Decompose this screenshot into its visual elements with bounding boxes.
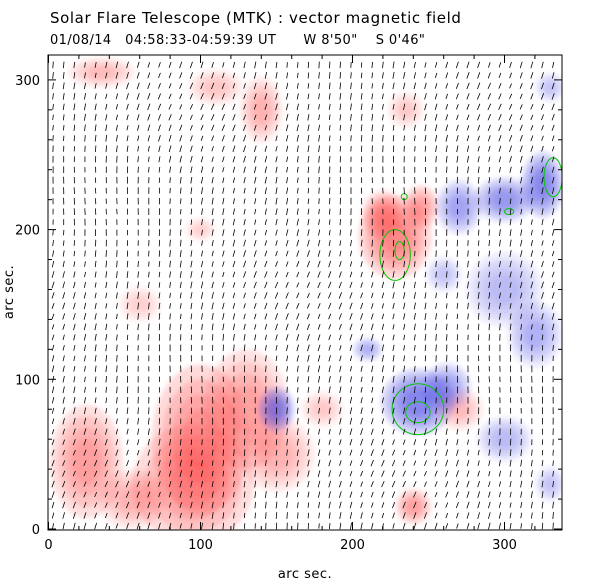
contour-line	[405, 401, 431, 424]
positive-polarity-region	[406, 499, 421, 514]
x-tick-label: 200	[340, 538, 365, 553]
positive-polarity-region	[71, 438, 102, 485]
positive-polarity-region	[229, 385, 264, 434]
contour-line	[379, 229, 411, 281]
x-tick-label: 100	[188, 538, 213, 553]
axis-ticks: 0 100 200 300 0 100 200 300	[15, 55, 562, 553]
positive-polarity-region	[374, 205, 392, 225]
positive-polarity-region	[398, 102, 414, 118]
y-axis-label: arc sec.	[2, 265, 17, 319]
negative-polarity-region	[489, 274, 520, 305]
positive-polarity-region	[252, 96, 270, 124]
chart-title: Solar Flare Telescope (MTK) : vector mag…	[50, 9, 461, 27]
positive-polarity-region	[204, 80, 227, 95]
x-tick-label: 300	[492, 538, 517, 553]
transverse-field-vectors	[51, 61, 555, 530]
y-tick-label: 0	[32, 523, 40, 538]
contour-line	[391, 383, 445, 436]
positive-polarity-region	[168, 460, 218, 509]
negative-polarity-region	[492, 190, 517, 209]
negative-polarity-region	[493, 430, 516, 449]
positive-polarity-region	[313, 402, 331, 417]
negative-polarity-region	[361, 344, 374, 355]
positive-polarity-region	[131, 297, 149, 312]
positive-polarity-region	[413, 198, 429, 217]
negative-polarity-region	[524, 321, 546, 348]
y-tick-label: 200	[15, 224, 40, 239]
negative-polarity-region	[449, 196, 468, 218]
y-tick-label: 100	[15, 373, 40, 388]
x-tick-label: 0	[44, 538, 52, 553]
contour-line	[504, 208, 515, 216]
negative-polarity-region	[544, 81, 557, 94]
positive-polarity-region	[194, 224, 207, 235]
intensity-contours	[379, 157, 562, 436]
negative-polarity-region	[436, 267, 452, 282]
positive-polarity-region	[88, 66, 116, 79]
observation-info: 01/08/14 04:58:33-04:59:39 UT W 8'50" S …	[50, 33, 425, 48]
contour-line	[543, 157, 562, 198]
positive-polarity-region	[118, 487, 146, 512]
plot-area	[48, 55, 562, 530]
vector-segments	[51, 61, 555, 530]
x-axis-label: arc sec.	[278, 567, 332, 582]
y-tick-label: 300	[15, 74, 40, 89]
plot-frame	[47, 54, 563, 531]
negative-polarity-region	[544, 476, 557, 492]
